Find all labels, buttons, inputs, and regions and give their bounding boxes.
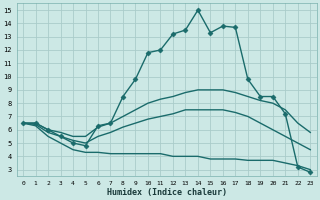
X-axis label: Humidex (Indice chaleur): Humidex (Indice chaleur) [107,188,227,197]
